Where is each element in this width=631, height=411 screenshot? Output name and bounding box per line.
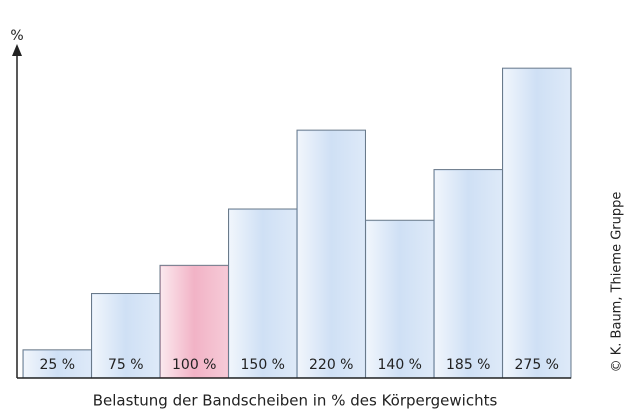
value-label: 140 % [378,357,422,373]
value-label: 100 % [172,357,216,373]
bar-sheen [504,69,571,377]
bar-sheen [367,221,434,377]
bar-sheen [435,171,502,377]
bar-sheen [298,131,365,377]
x-axis-title: Belastung der Bandscheiben in % des Körp… [93,392,498,410]
y-axis-arrow [12,44,22,56]
y-axis-label: % [10,28,23,44]
value-label: 150 % [241,357,285,373]
chart: % Belastung der Bandscheiben in % des Kö… [0,0,631,411]
value-label: 75 % [108,357,144,373]
credit: © K. Baum, Thieme Gruppe [610,192,625,373]
bar-sheen [230,210,297,377]
value-label: 185 % [446,357,490,373]
value-label: 220 % [309,357,353,373]
value-label: 25 % [39,357,75,373]
value-label: 275 % [515,357,559,373]
